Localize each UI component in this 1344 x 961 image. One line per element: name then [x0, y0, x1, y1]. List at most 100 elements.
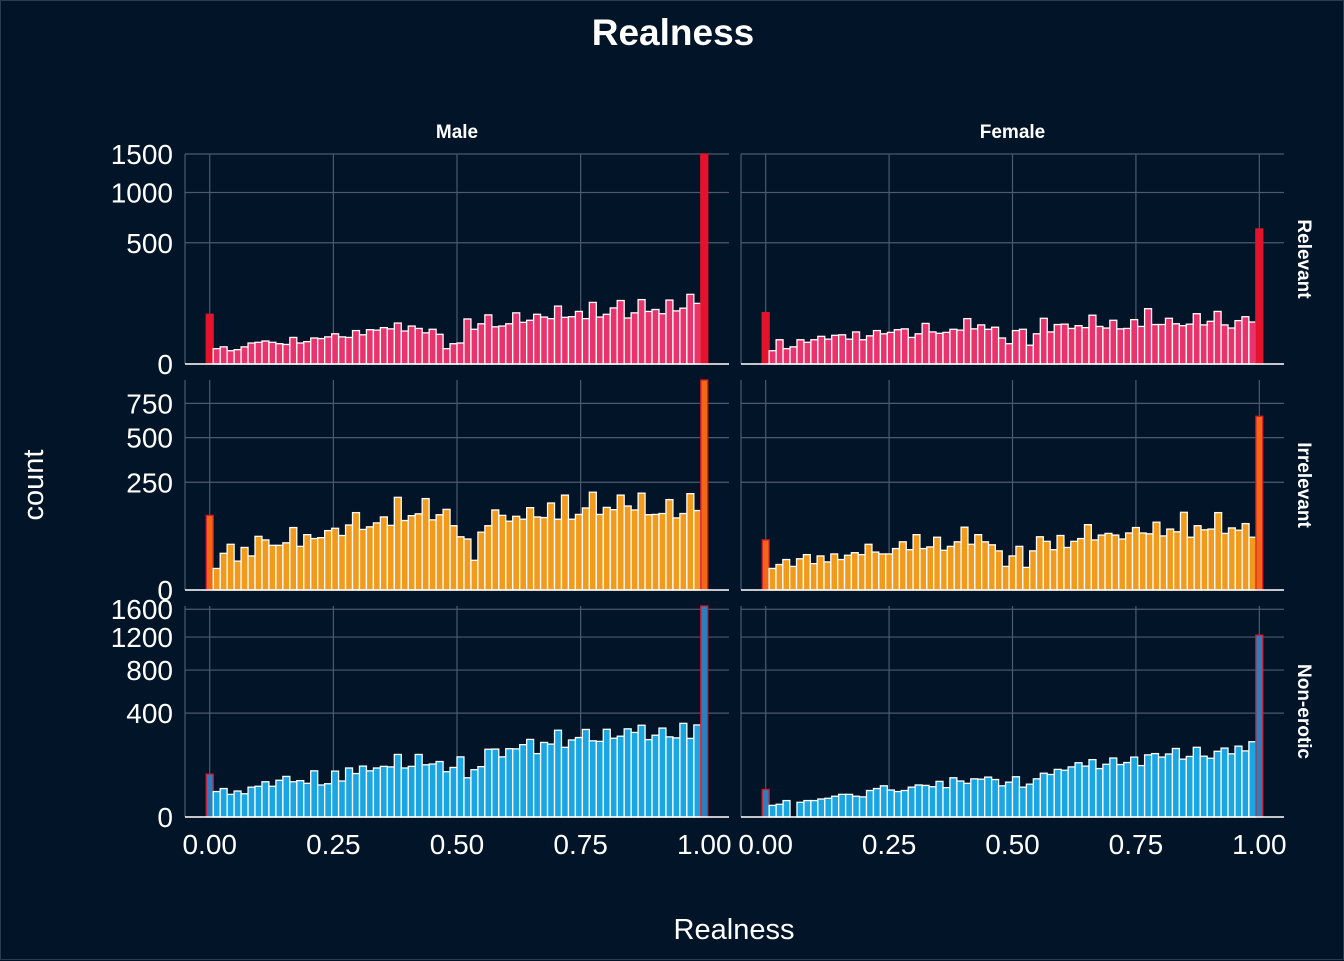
histogram-bar: [1046, 331, 1055, 365]
histogram-bar: [512, 515, 521, 591]
histogram-bar: [275, 343, 284, 365]
histogram-bar: [1088, 758, 1097, 818]
histogram-bar: [365, 329, 375, 365]
x-tick-label: 0.25: [306, 829, 361, 860]
histogram-bar: [926, 546, 935, 591]
histogram-bar: [449, 525, 458, 591]
histogram-bar: [289, 781, 298, 818]
histogram-bar: [928, 331, 937, 365]
histogram-bar: [1241, 316, 1250, 365]
histogram-bar: [623, 728, 632, 818]
histogram-bar: [1227, 753, 1236, 818]
histogram-bar: [532, 516, 542, 591]
histogram-bar: [987, 544, 997, 591]
histogram-bar: [623, 317, 632, 365]
histogram-bar: [526, 319, 535, 365]
row-strip-irrelevant: Irrelevant: [1293, 442, 1314, 528]
histogram-bar: [1186, 536, 1195, 591]
histogram-bar: [1039, 772, 1048, 818]
histogram-bar: [400, 330, 409, 365]
histogram-bar: [602, 506, 611, 591]
histogram-bar: [609, 737, 618, 818]
histogram-bar: [912, 533, 921, 591]
histogram-bar: [519, 321, 528, 365]
histogram-bar: [310, 537, 319, 591]
histogram-bar: [761, 311, 770, 365]
histogram-bar: [400, 767, 409, 818]
histogram-bar: [630, 731, 639, 818]
histogram-bar: [275, 544, 284, 591]
histogram-bar: [567, 518, 577, 591]
histogram-bar: [421, 497, 430, 591]
histogram-bar: [1060, 323, 1069, 365]
histogram-bar: [456, 536, 465, 591]
histogram-bar: [212, 790, 221, 818]
x-tick-label: 0.00: [182, 829, 237, 860]
histogram-bar: [858, 796, 868, 818]
histogram-bar: [310, 337, 319, 365]
histogram-bar: [1220, 324, 1229, 365]
histogram-bar: [393, 753, 402, 818]
histogram-bar: [1025, 783, 1035, 818]
histogram-bar: [1166, 528, 1175, 591]
histogram-bar: [905, 549, 914, 591]
histogram-bar: [477, 323, 486, 365]
histogram-bar: [1255, 634, 1264, 818]
histogram-bar: [616, 494, 625, 591]
histogram-bar: [782, 558, 791, 591]
histogram-bar: [1097, 534, 1106, 591]
y-tick-label: 750: [126, 388, 173, 419]
histogram-bar: [1042, 540, 1051, 591]
histogram-bar: [1157, 323, 1167, 365]
histogram-bar: [1090, 539, 1099, 591]
panel-irrelevant-male: [184, 379, 729, 591]
histogram-bar: [977, 324, 986, 365]
histogram-bar: [609, 307, 618, 365]
histogram-bar: [574, 513, 584, 591]
histogram-bar: [886, 789, 895, 818]
histogram-bar: [768, 350, 777, 365]
histogram-bar: [872, 329, 882, 365]
histogram-bar: [254, 341, 263, 365]
histogram-bar: [407, 325, 416, 365]
histogram-bar: [553, 518, 563, 591]
x-tick-label: 1.00: [677, 829, 732, 860]
histogram-bar: [1241, 522, 1250, 591]
histogram-bar: [1213, 310, 1222, 365]
histogram-bar: [1081, 765, 1090, 818]
histogram-bar: [1008, 555, 1017, 591]
histogram-bar: [700, 153, 709, 365]
histogram-bar: [637, 724, 646, 818]
histogram-bar: [233, 349, 242, 365]
histogram-bar: [1234, 745, 1243, 818]
histogram-bar: [830, 553, 839, 591]
histogram-bar: [1192, 313, 1201, 365]
histogram-bar: [928, 786, 937, 818]
histogram-bar: [317, 537, 326, 591]
histogram-bar: [435, 760, 444, 818]
histogram-bar: [672, 737, 681, 818]
histogram-bar: [990, 326, 1000, 365]
histogram-bar: [539, 316, 549, 365]
histogram-bar: [637, 298, 646, 365]
histogram-bar: [1053, 768, 1062, 818]
histogram-bar: [693, 724, 702, 818]
histogram-bar: [435, 333, 444, 365]
histogram-bar: [372, 767, 382, 818]
histogram-bar: [282, 775, 291, 818]
histogram-bar: [900, 328, 909, 365]
y-tick-label: 0: [157, 802, 173, 833]
histogram-bar: [885, 553, 894, 591]
histogram-bar: [879, 333, 889, 365]
histogram-bar: [1220, 532, 1230, 591]
histogram-bar: [919, 547, 928, 591]
histogram-bar: [581, 317, 590, 365]
histogram-bar: [414, 513, 423, 591]
histogram-bar: [428, 328, 437, 365]
histogram-bar: [247, 786, 256, 818]
histogram-bar: [844, 338, 854, 365]
y-tick-label: 800: [126, 655, 173, 686]
histogram-bar: [637, 492, 646, 591]
histogram-bar: [240, 546, 249, 591]
